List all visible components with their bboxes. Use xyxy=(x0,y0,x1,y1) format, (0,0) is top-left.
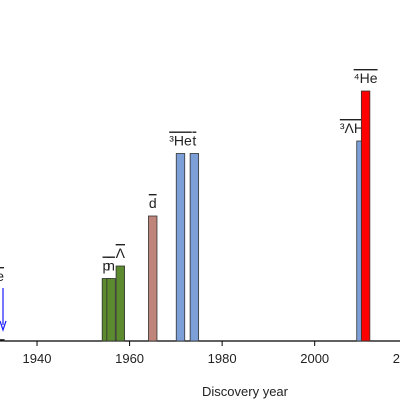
bar-label: d xyxy=(149,195,157,211)
bar-label: t xyxy=(192,133,196,149)
bar-label: e xyxy=(0,268,4,284)
bar-label: p xyxy=(103,258,111,274)
bar xyxy=(148,215,158,342)
x-axis-label: Discovery year xyxy=(202,384,289,399)
bar xyxy=(106,278,116,342)
bar xyxy=(175,153,186,342)
bar xyxy=(360,90,371,342)
x-tick-label: 2000 xyxy=(300,351,329,366)
bar xyxy=(189,153,200,342)
bar xyxy=(0,339,5,342)
x-tick-label: 1960 xyxy=(115,351,144,366)
bar-label: ³He xyxy=(169,133,192,149)
x-tick-label: 2020 xyxy=(393,351,400,366)
bar-label: n xyxy=(107,258,115,274)
bar-label: ⁴He xyxy=(354,70,378,86)
arrow-head xyxy=(0,320,7,332)
x-tick-label: 1940 xyxy=(23,351,52,366)
bar xyxy=(115,265,125,342)
bar-label: Λ xyxy=(116,245,126,261)
x-tick-label: 1980 xyxy=(208,351,237,366)
bar-label: ³ΛH xyxy=(340,120,364,136)
